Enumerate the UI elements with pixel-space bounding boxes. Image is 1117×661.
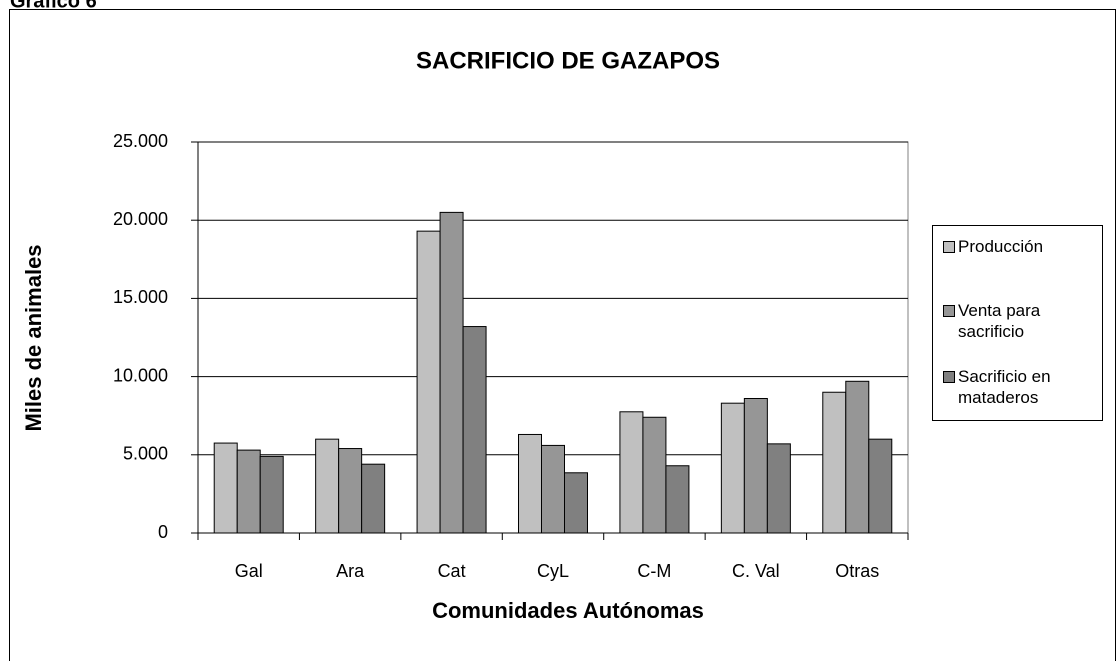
bar [868,438,893,534]
y-tick-label: 5.000 [123,444,168,464]
bar [416,230,441,534]
y-tick-label: 25.000 [113,131,168,151]
x-tick-label: Otras [835,561,879,581]
legend: Producción Venta para sacrificio Sacrifici… [932,225,1103,421]
x-tick-label: CyL [537,561,569,581]
bar [766,443,791,534]
bar [518,433,542,534]
y-tick-label: 15.000 [113,287,168,307]
bar [236,449,261,534]
x-tick-label: Cat [438,561,466,581]
legend-swatch [943,371,955,383]
legend-label: Producción [958,237,1044,256]
bar [822,391,847,534]
legend-entry: Producción [943,236,1098,257]
bar [361,463,386,534]
y-tick-label: 10.000 [113,365,168,385]
bar [665,465,690,534]
caption: Gráfico 6 [10,0,97,12]
x-tick-label: C-M [637,561,671,581]
bar [541,444,565,534]
legend-label: Sacrificio en mataderos [958,367,1051,407]
bar [743,397,768,534]
bar [564,472,588,534]
x-axis-title: Comunidades Autónomas [432,598,704,623]
legend-entry: Venta para sacrificio [943,300,1098,342]
chart-frame [9,9,1116,661]
x-tick-label: C. Val [732,561,780,581]
chart-title: SACRIFICIO DE GAZAPOS [416,47,720,74]
bar [213,442,238,534]
x-tick-label: Ara [336,561,365,581]
bar [259,455,284,534]
y-tick-label: 20.000 [113,209,168,229]
bar [845,380,870,534]
bar [439,211,464,534]
bar [720,402,745,534]
bar [642,416,667,534]
bar [315,438,340,534]
bar [338,448,363,534]
y-axis-title: Miles de animales [21,244,46,431]
legend-entry: Sacrificio en mataderos [943,366,1098,408]
legend-swatch [943,305,955,317]
bar [619,411,644,534]
legend-swatch [943,241,955,253]
legend-label: Venta para sacrificio [958,301,1041,341]
y-tick-label: 0 [158,522,168,542]
bar [462,326,487,534]
x-tick-label: Gal [235,561,263,581]
